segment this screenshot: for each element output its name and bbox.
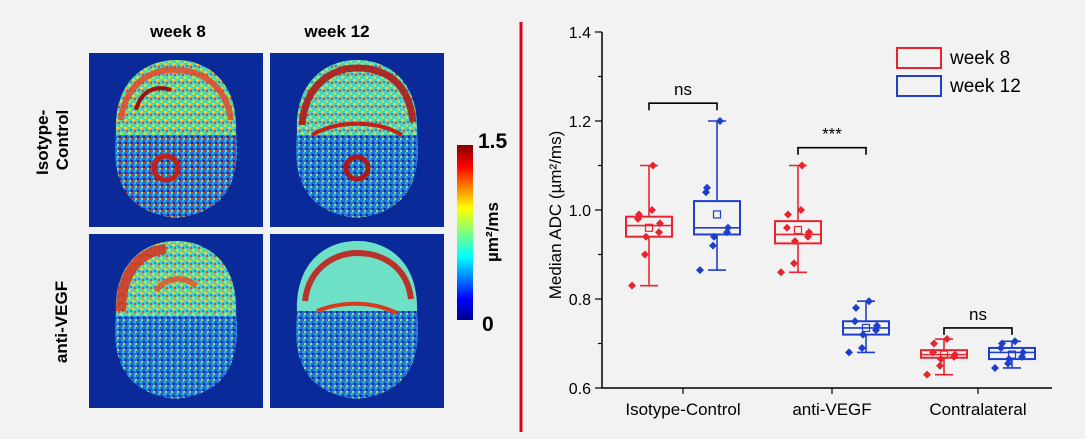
data-point	[703, 183, 711, 192]
box-week-8-0	[625, 161, 673, 290]
box-week-8-2	[920, 335, 968, 379]
x-tick-label: anti-VEGF	[792, 400, 871, 419]
significance-bracket	[648, 102, 718, 111]
legend-swatch	[896, 75, 942, 97]
y-axis: 0.6 0.8 1.0 1.2 1.4	[569, 25, 603, 398]
data-point	[951, 350, 959, 359]
data-point	[642, 232, 650, 241]
data-point	[649, 161, 657, 170]
data-point	[929, 348, 937, 357]
mri-image-isotype-week12	[270, 53, 444, 227]
colorbar-min-label: 0	[482, 313, 494, 336]
data-point	[998, 339, 1006, 348]
box-week-8-1	[774, 161, 822, 277]
legend-swatch	[896, 47, 942, 69]
colorbar-gradient	[457, 145, 473, 320]
data-point	[709, 241, 717, 250]
significance-bracket	[797, 146, 867, 155]
boxplot-chart: Median ADC (µm²/ms) 0.6 0.8 1.0 1.2 1.4 Isot…	[546, 25, 1052, 419]
data-point	[851, 317, 859, 326]
data-point	[1019, 348, 1027, 357]
data-point	[790, 259, 798, 268]
significance-label: ***	[822, 125, 842, 144]
x-axis: Isotype-Control anti-VEGF Contralateral	[602, 387, 1052, 419]
mri-image-isotype-week8	[89, 53, 263, 227]
box-mean	[712, 210, 722, 219]
legend: week 8 week 12	[896, 47, 1021, 97]
box-week-12-1	[842, 297, 890, 357]
data-point	[937, 355, 945, 364]
data-point	[724, 223, 732, 232]
data-point	[783, 223, 791, 232]
data-point	[628, 281, 636, 290]
data-point	[777, 268, 785, 277]
x-tick-label: Isotype-Control	[625, 400, 740, 419]
colorbar-max-label: 1.5	[478, 130, 508, 153]
data-point	[865, 297, 873, 306]
data-point	[635, 210, 643, 219]
box-mean	[644, 223, 654, 232]
data-point	[930, 339, 938, 348]
box-week-12-0	[693, 117, 741, 275]
data-point	[845, 348, 853, 357]
y-tick-label: 0.8	[569, 292, 591, 309]
legend-label: week 12	[949, 76, 1021, 97]
y-tick-label: 1.4	[569, 25, 591, 42]
significance-label: ns	[674, 80, 692, 99]
data-point	[656, 219, 664, 228]
data-point	[936, 361, 944, 370]
box-mean	[793, 225, 803, 235]
data-point	[716, 117, 724, 125]
mri-panel: week 8 week 12 Isotype- Control anti-VEG…	[33, 22, 508, 408]
row-label-isotype-line2: Control	[53, 110, 72, 170]
data-point	[1005, 355, 1013, 364]
box-iqr	[774, 220, 822, 245]
y-axis-label: Median ADC (µm²/ms)	[546, 131, 565, 299]
data-point	[805, 228, 813, 237]
row-label-isotype-line1: Isotype-	[33, 110, 52, 175]
data-point	[859, 330, 867, 339]
mri-image-anti-vegf-week12	[270, 234, 444, 408]
row-label-anti-vegf: anti-VEGF	[52, 281, 71, 363]
colorbar: 1.5 0 µm²/ms	[457, 130, 508, 336]
data-point	[1011, 337, 1019, 346]
significance-annotations: ns *** ns	[648, 80, 1013, 335]
box-iqr	[625, 215, 673, 238]
data-point	[784, 210, 792, 219]
data-point	[641, 250, 649, 259]
box-week-12-2	[988, 337, 1036, 372]
data-point	[791, 237, 799, 246]
significance-bracket	[943, 327, 1013, 335]
y-tick-label: 0.6	[569, 381, 591, 398]
column-label-week8: week 8	[149, 22, 206, 41]
data-point	[696, 266, 704, 275]
boxes	[625, 117, 1036, 379]
legend-label: week 8	[949, 48, 1010, 69]
box-iqr	[693, 200, 741, 236]
data-point	[798, 161, 806, 170]
row-label-isotype: Isotype- Control	[33, 105, 72, 175]
x-tick-label: Contralateral	[929, 400, 1026, 419]
data-point	[852, 303, 860, 312]
mri-image-anti-vegf-week8	[89, 234, 263, 408]
data-point	[858, 343, 866, 352]
y-tick-label: 1.0	[569, 203, 591, 220]
data-point	[923, 370, 931, 379]
data-point	[943, 335, 951, 344]
box-iqr	[988, 346, 1036, 361]
box-mean	[861, 323, 871, 333]
data-point	[648, 206, 656, 214]
data-point	[991, 363, 999, 372]
column-label-week12: week 12	[303, 22, 369, 41]
data-point	[873, 321, 881, 330]
significance-label: ns	[969, 305, 987, 324]
data-point	[797, 206, 805, 214]
data-point	[655, 228, 663, 237]
y-tick-label: 1.2	[569, 114, 591, 131]
data-point	[710, 232, 718, 241]
colorbar-unit-label: µm²/ms	[483, 202, 502, 262]
